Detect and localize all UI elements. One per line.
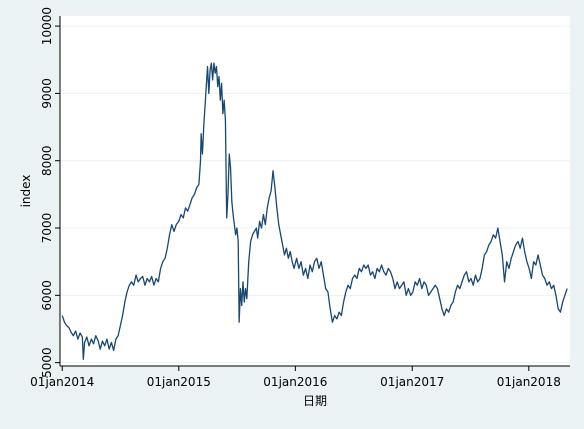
y-tick-label-10000: 10000 (40, 7, 54, 45)
x-tick-label-2017-01-01: 01jan2017 (380, 375, 444, 389)
series-line-index (61, 62, 568, 360)
y-tick-label-7000: 7000 (40, 213, 54, 244)
grid-lines (60, 25, 570, 364)
x-tick-label-2018-01-01: 01jan2018 (497, 375, 561, 389)
plot-background (60, 16, 570, 366)
y-axis-ticks: 5000 6000 7000 8000 9000 10000 (40, 7, 60, 378)
y-tick-label-8000: 8000 (40, 145, 54, 176)
x-tick-label-2016-01-01: 01jan2016 (263, 375, 327, 389)
y-tick-label-9000: 9000 (40, 78, 54, 109)
x-axis-ticks: 01jan2014 01jan2015 01jan2016 01jan2017 01ja… (30, 366, 561, 389)
y-tick-label-5000: 5000 (40, 347, 54, 378)
y-axis-title: index (19, 175, 33, 208)
x-axis-title: 日期 (303, 394, 327, 408)
x-tick-label-2014-01-01: 01jan2014 (30, 375, 94, 389)
x-tick-label-2015-01-01: 01jan2015 (147, 375, 211, 389)
y-tick-label-6000: 6000 (40, 280, 54, 311)
